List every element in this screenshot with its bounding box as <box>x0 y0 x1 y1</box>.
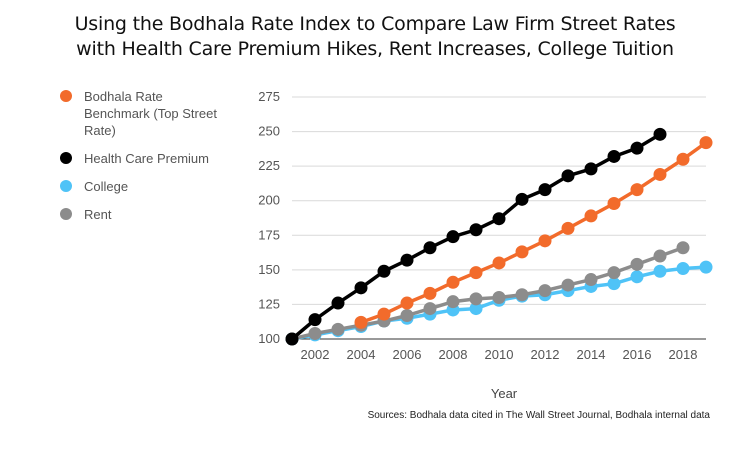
legend-item-rent: Rent <box>60 206 230 223</box>
data-point <box>354 281 368 295</box>
data-point <box>561 278 575 292</box>
data-point <box>653 264 667 278</box>
y-tick-label: 175 <box>258 227 280 242</box>
data-point <box>469 266 483 280</box>
data-point <box>676 152 690 166</box>
x-tick-label: 2014 <box>577 347 606 362</box>
data-point <box>400 296 414 310</box>
data-point <box>492 212 506 226</box>
data-point <box>607 277 621 291</box>
data-point <box>423 241 437 255</box>
legend-label-college: College <box>84 179 129 194</box>
x-tick-label: 2006 <box>393 347 422 362</box>
data-point <box>423 302 437 316</box>
data-point <box>469 302 483 316</box>
y-tick-label: 275 <box>258 89 280 104</box>
legend: Bodhala Rate Benchmark (Top Street Rate)… <box>60 88 230 234</box>
data-point <box>538 284 552 298</box>
series-line <box>360 141 708 325</box>
data-point <box>308 326 322 340</box>
sources-note: Sources: Bodhala data cited in The Wall … <box>367 410 710 421</box>
legend-dot-rent <box>60 208 72 220</box>
data-point <box>630 257 644 271</box>
data-point <box>515 192 529 206</box>
data-point <box>400 308 414 322</box>
data-point <box>492 291 506 305</box>
data-point <box>584 209 598 223</box>
data-point <box>423 286 437 300</box>
data-point <box>699 136 713 150</box>
data-point <box>331 296 345 310</box>
data-point <box>538 234 552 248</box>
data-point <box>561 169 575 183</box>
y-tick-label: 250 <box>258 124 280 139</box>
legend-label-bodhala: Bodhala Rate Benchmark (Top Street Rate) <box>84 89 217 138</box>
data-point <box>515 288 529 302</box>
data-point <box>400 253 414 267</box>
data-point <box>492 256 506 270</box>
data-point <box>285 332 299 346</box>
data-point <box>377 264 391 278</box>
data-point <box>607 266 621 280</box>
data-point <box>354 315 368 329</box>
x-tick-label: 2002 <box>301 347 330 362</box>
legend-item-health-care: Health Care Premium <box>60 150 230 167</box>
data-point <box>676 241 690 255</box>
data-point <box>515 245 529 259</box>
y-tick-label: 125 <box>258 296 280 311</box>
chart-title: Using the Bodhala Rate Index to Compare … <box>0 12 750 62</box>
data-point <box>469 223 483 237</box>
data-point <box>699 260 713 274</box>
data-point <box>630 270 644 284</box>
legend-label-health-care: Health Care Premium <box>84 151 209 166</box>
x-tick-label: 2018 <box>669 347 698 362</box>
data-point <box>607 149 621 163</box>
data-point <box>653 249 667 263</box>
legend-dot-bodhala <box>60 90 72 102</box>
x-tick-label: 2004 <box>347 347 376 362</box>
y-tick-label: 100 <box>258 331 280 346</box>
chart-title-line-2: with Health Care Premium Hikes, Rent Inc… <box>76 38 674 60</box>
chart-title-line-1: Using the Bodhala Rate Index to Compare … <box>74 13 676 35</box>
data-point <box>561 221 575 235</box>
data-point <box>676 261 690 275</box>
data-point <box>331 322 345 336</box>
y-tick-label: 150 <box>258 262 280 277</box>
x-tick-label: 2016 <box>623 347 652 362</box>
y-tick-label: 200 <box>258 193 280 208</box>
x-tick-label: 2008 <box>439 347 468 362</box>
data-point <box>469 292 483 306</box>
legend-item-college: College <box>60 178 230 195</box>
data-point <box>653 167 667 181</box>
data-point <box>446 230 460 244</box>
data-point <box>584 273 598 287</box>
legend-label-rent: Rent <box>84 207 112 222</box>
data-point <box>377 307 391 321</box>
data-point <box>446 275 460 289</box>
data-point <box>584 162 598 176</box>
data-point <box>607 196 621 210</box>
x-tick-label: 2010 <box>485 347 514 362</box>
legend-dot-health-care <box>60 152 72 164</box>
x-axis-title: Year <box>491 386 518 401</box>
legend-dot-college <box>60 180 72 192</box>
data-point <box>538 183 552 197</box>
data-point <box>653 127 667 141</box>
legend-item-bodhala: Bodhala Rate Benchmark (Top Street Rate) <box>60 88 230 139</box>
data-point <box>630 141 644 155</box>
data-point <box>308 313 322 327</box>
x-tick-label: 2012 <box>531 347 560 362</box>
data-point <box>630 183 644 197</box>
y-tick-label: 225 <box>258 158 280 173</box>
data-point <box>446 295 460 309</box>
